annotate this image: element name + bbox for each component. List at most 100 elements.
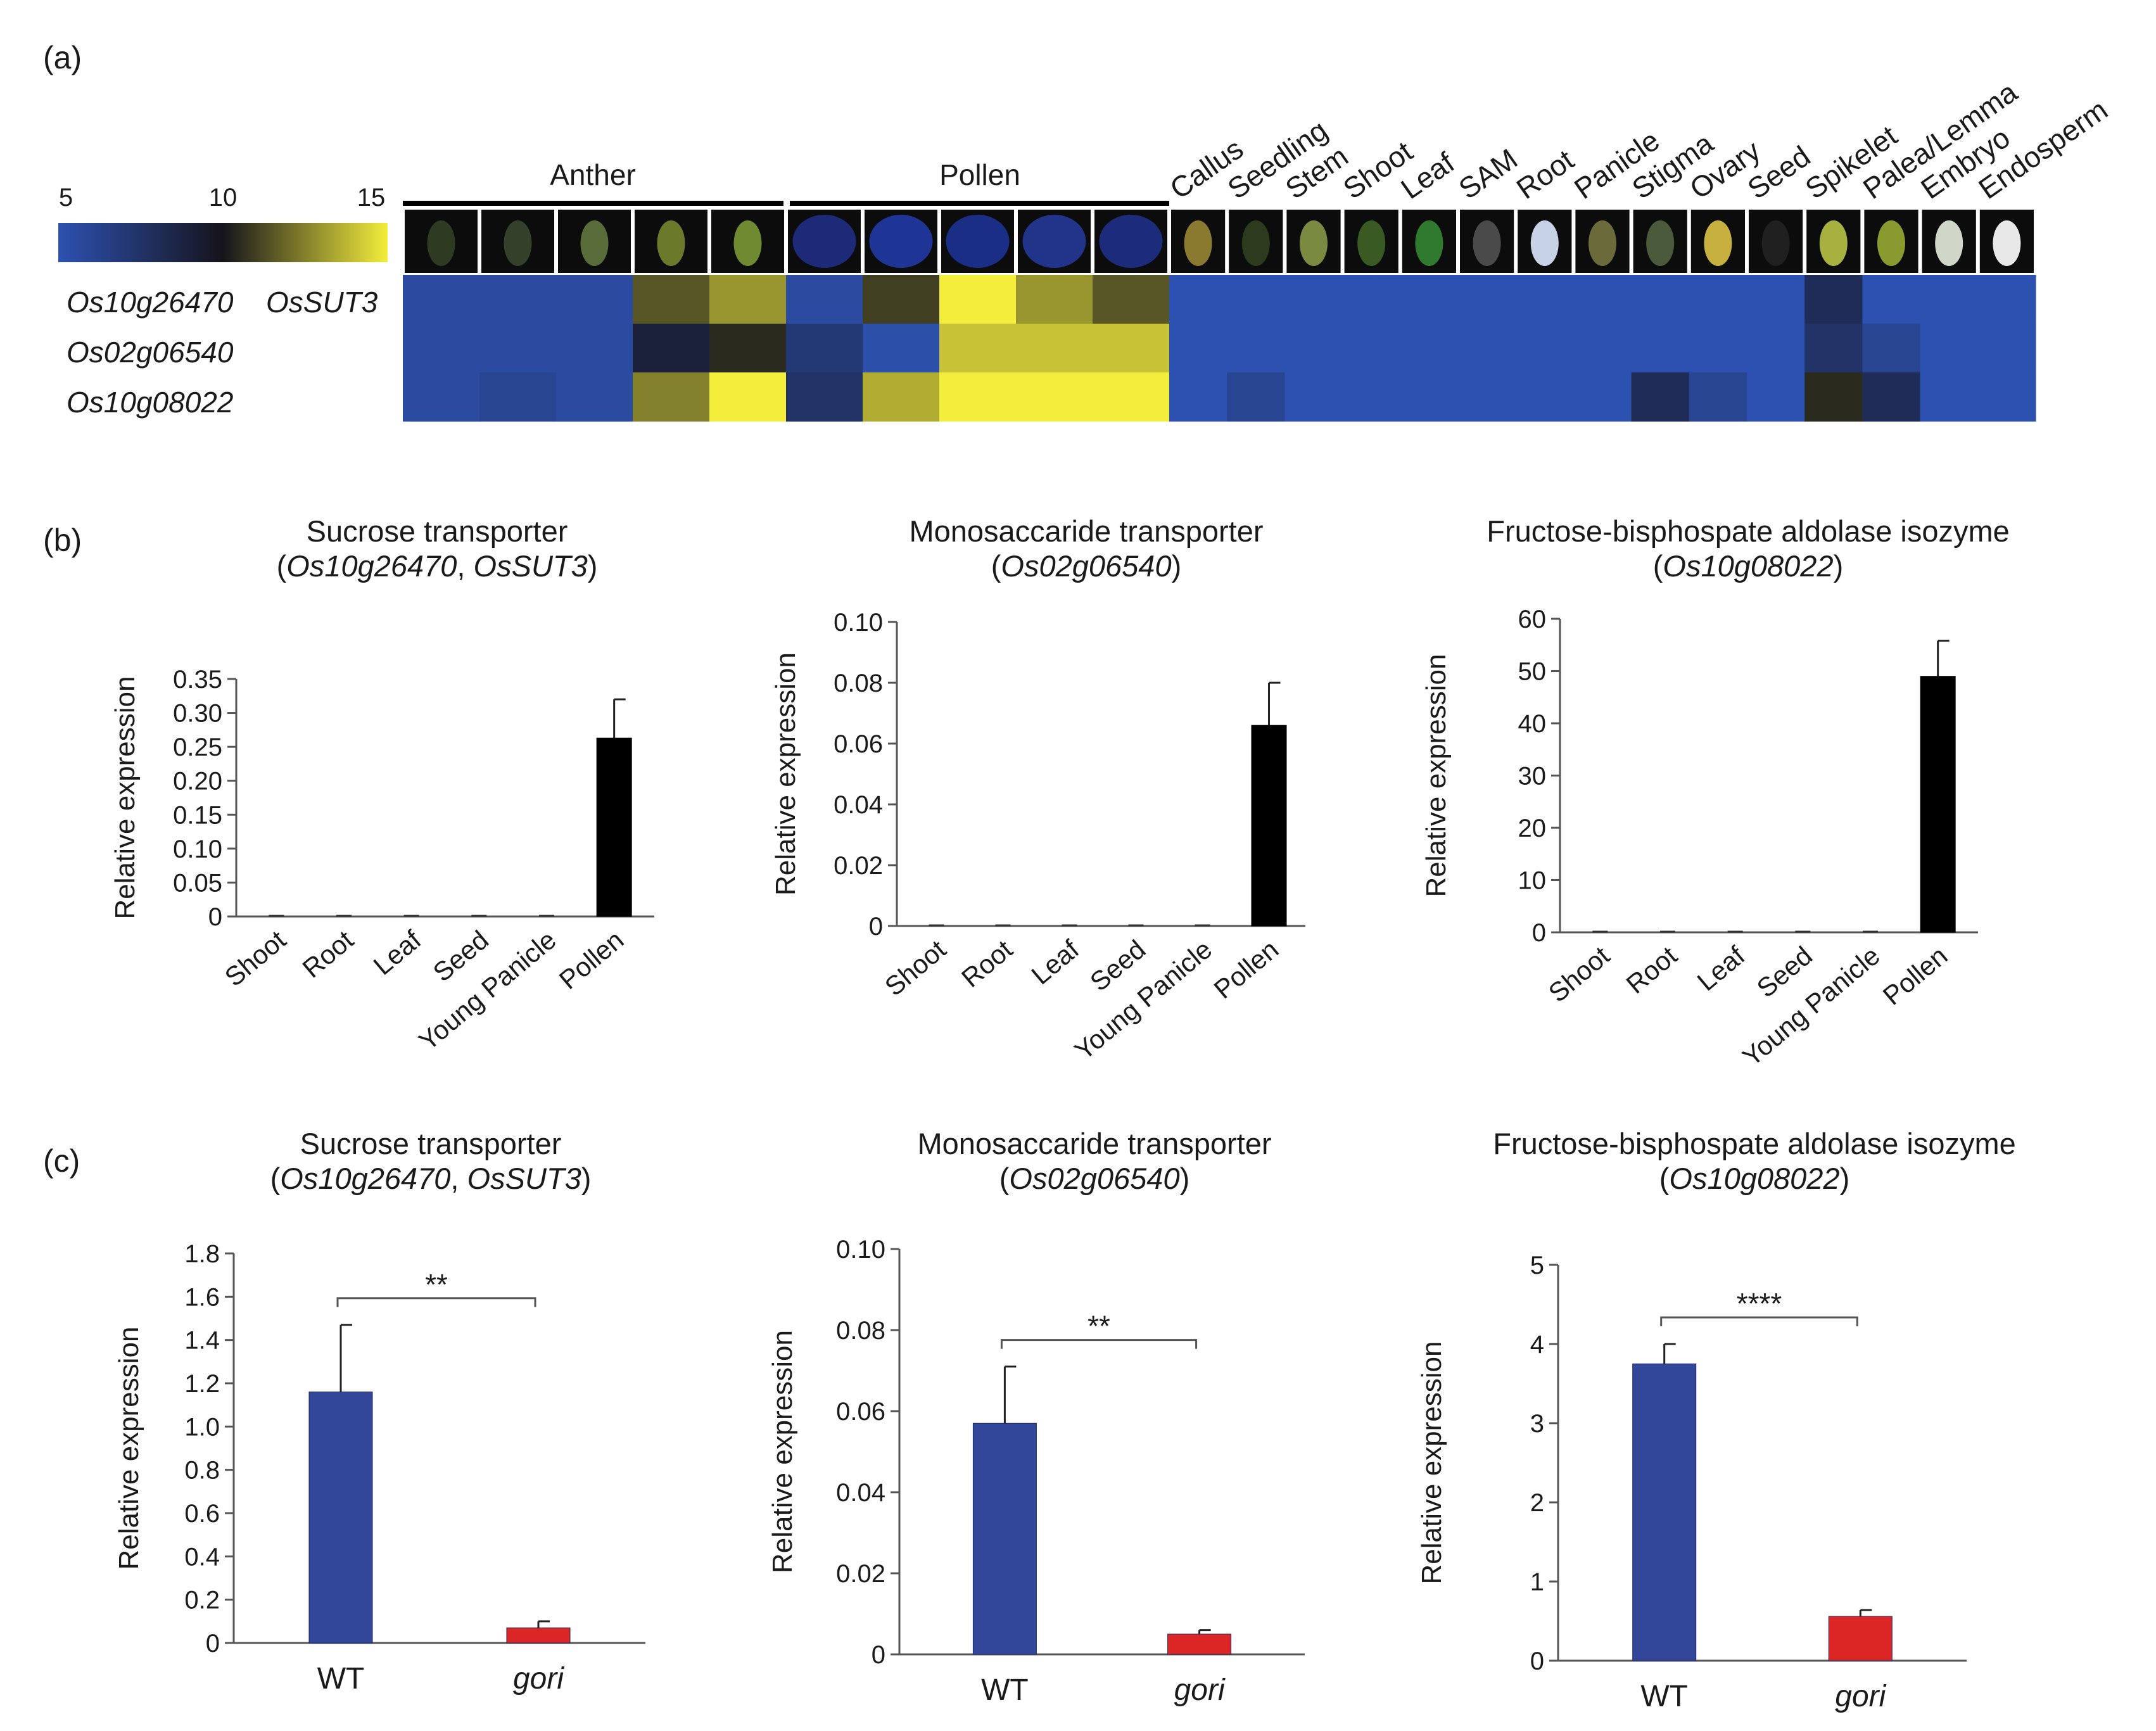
- heatmap-cell: [633, 372, 710, 422]
- heatmap-cell: [556, 372, 633, 422]
- chart-subtitle: (Os10g26470, OsSUT3): [270, 1162, 592, 1195]
- heatmap-cell: [1689, 275, 1747, 324]
- heatmap-cell: [1516, 324, 1574, 373]
- x-tick-label: Leaf: [368, 925, 427, 981]
- y-tick-label: 0.02: [836, 1560, 885, 1588]
- heatmap-cell: [1227, 324, 1285, 373]
- heatmap-cell: [1689, 324, 1747, 373]
- tissue-thumbnail: [1632, 208, 1689, 274]
- heatmap-cell: [939, 275, 1017, 324]
- heatmap-cell: [1284, 324, 1343, 373]
- chart-title: Fructose-bisphospate aldolase isozyme: [1493, 1127, 2016, 1160]
- heatmap-cell: [403, 372, 480, 422]
- heatmap-cell: [633, 324, 710, 373]
- y-tick-label: 5: [1530, 1252, 1544, 1279]
- heatmap-cell: [1631, 275, 1690, 324]
- chart-subtitle: (Os10g08022): [1653, 549, 1843, 583]
- bar: [1632, 1363, 1697, 1661]
- scale-label-min: 5: [59, 184, 73, 212]
- heatmap-cell: [1016, 275, 1093, 324]
- tissue-shape: [580, 220, 609, 266]
- y-tick-label: 0.08: [834, 669, 883, 697]
- x-tick-label: gori: [513, 1662, 564, 1696]
- heatmap-cell: [939, 372, 1017, 422]
- pollen-grain-shape: [1022, 215, 1086, 268]
- bar-chart-2: Monosaccaride transporter(Os02g06540) 0 0.…: [770, 514, 1305, 1066]
- heatmap-cell: [1342, 324, 1401, 373]
- bar: [1920, 676, 1956, 933]
- tissue-shape: [1184, 220, 1212, 266]
- bar-chart-3: Fructose-bisphospate aldolase isozyme(Os…: [1421, 514, 2010, 1072]
- heatmap-cell: [1747, 275, 1805, 324]
- heatmap-cell: [1169, 275, 1227, 324]
- chart-title: Monosaccaride transporter: [909, 514, 1263, 548]
- y-tick-label: 0.10: [836, 1236, 885, 1264]
- heatmap-cell: [1016, 324, 1093, 373]
- heatmap-cell: [709, 324, 787, 373]
- heatmap-cell: [1458, 372, 1516, 422]
- bar: [596, 737, 632, 917]
- y-tick-label: 0.30: [173, 700, 222, 728]
- y-tick-label: 20: [1518, 815, 1547, 842]
- heatmap-cell: [403, 275, 480, 324]
- y-tick-label: 0: [208, 903, 222, 931]
- heatmap-cell: [1400, 324, 1459, 373]
- heatmap-cell: [1284, 372, 1343, 422]
- y-tick-label: 0.8: [184, 1457, 220, 1485]
- y-axis-label: Relative expression: [770, 652, 801, 896]
- y-tick-label: 0.6: [184, 1500, 220, 1528]
- heatmap-cell: [1516, 372, 1574, 422]
- heatmap-cell: [1977, 324, 2036, 373]
- bar-chart-4: Sucrose transporter(Os10g26470, OsSUT3) 0…: [113, 1127, 645, 1696]
- bar-charts: Sucrose transporter(Os10g26470, OsSUT3)0…: [110, 514, 2016, 1713]
- bar: [1828, 1616, 1893, 1661]
- x-tick-label: Leaf: [1025, 934, 1084, 991]
- heatmap-cell: [556, 275, 633, 324]
- significance-bracket: [1660, 1316, 1858, 1326]
- pollen-grain-shape: [792, 215, 856, 268]
- x-tick-label: gori: [1835, 1680, 1886, 1713]
- heatmap-cell: [1169, 324, 1227, 373]
- y-tick-label: 0: [872, 1641, 885, 1669]
- chart-subtitle: (Os10g08022): [1659, 1162, 1849, 1195]
- chart-subtitle: (Os02g06540): [991, 549, 1181, 583]
- panel-label-a: (a): [43, 40, 82, 75]
- y-tick-label: 0.15: [173, 801, 222, 829]
- panel-label-c: (c): [43, 1143, 80, 1179]
- heatmap-cell: [1227, 275, 1285, 324]
- y-tick-label: 0.10: [173, 835, 222, 863]
- y-tick-label: 0: [869, 913, 883, 941]
- y-tick-label: 10: [1518, 867, 1547, 895]
- heatmap-cell: [1169, 372, 1227, 422]
- heatmap-cell: [1862, 275, 1921, 324]
- y-tick-label: 0: [1532, 919, 1546, 947]
- heatmap-cell: [1342, 275, 1401, 324]
- tissue-shape: [1704, 220, 1732, 266]
- y-tick-label: 1: [1530, 1568, 1544, 1596]
- heatmap-cell: [1977, 372, 2036, 422]
- row-label-gene-1: Os10g26470: [67, 286, 234, 319]
- x-tick-label: Pollen: [1208, 934, 1284, 1005]
- x-tick-label: Shoot: [1543, 941, 1616, 1008]
- tissue-shape: [504, 220, 532, 266]
- y-tick-label: 0.04: [836, 1479, 885, 1507]
- heatmap-cell: [1458, 324, 1516, 373]
- heatmap-cell: [403, 324, 480, 373]
- y-tick-label: 1.8: [184, 1240, 220, 1268]
- tissue-shape: [1530, 220, 1559, 266]
- tissue-shape: [1473, 220, 1501, 266]
- y-axis-label: Relative expression: [1421, 654, 1452, 897]
- tissue-labels: CallusSeedlingStemShootLeafSAMRootPanicl…: [1164, 75, 2114, 206]
- x-tick-label: Shoot: [219, 925, 292, 992]
- x-tick-label: Root: [297, 925, 359, 984]
- y-tick-label: 0.4: [184, 1543, 220, 1571]
- tissue-shape: [1646, 220, 1675, 266]
- heatmap-cell: [1747, 324, 1805, 373]
- row-label-alias-1: OsSUT3: [266, 286, 378, 319]
- y-tick-label: 0.20: [173, 768, 222, 796]
- y-tick-label: 2: [1530, 1489, 1544, 1517]
- chart-title: Monosaccaride transporter: [917, 1127, 1271, 1160]
- row-label-gene-3: Os10g08022: [67, 386, 233, 419]
- tissue-shape: [1357, 220, 1386, 266]
- y-tick-label: 4: [1530, 1331, 1544, 1359]
